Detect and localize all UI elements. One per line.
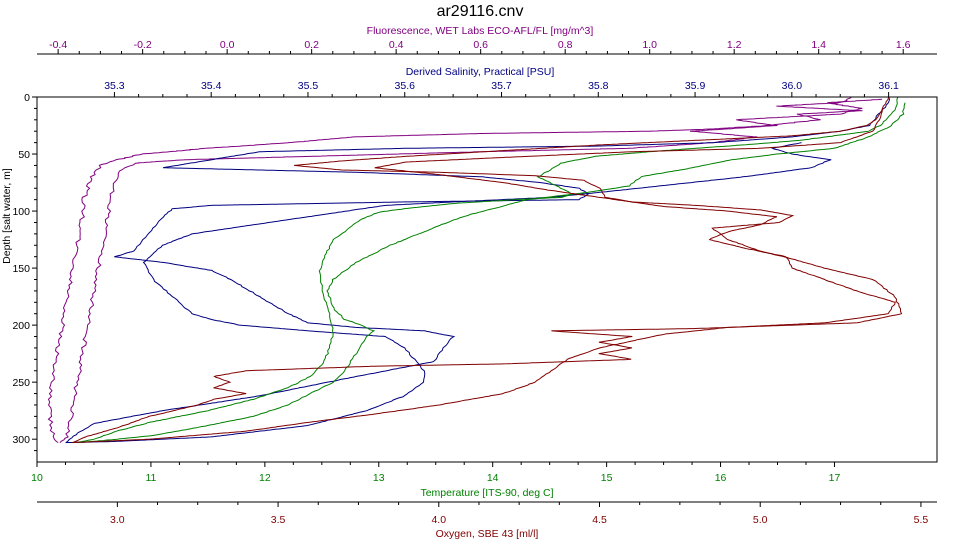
salinity-tick-label: 35.7: [491, 80, 512, 92]
fluorescence-profile-line: [47, 96, 863, 444]
depth-tick-label: 50: [18, 149, 30, 161]
salinity-tick-label: 35.8: [588, 80, 609, 92]
depth-tick-label: 300: [12, 434, 30, 446]
plot-frame: [36, 96, 938, 463]
fluorescence-tick-label: 1.2: [727, 39, 742, 51]
oxygen-tick-label: 5.0: [753, 514, 768, 526]
salinity-profile-line: [65, 96, 891, 443]
fluorescence-axis-label: Fluorescence, WET Labs ECO-AFL/FL [mg/m^…: [367, 25, 594, 37]
depth-axis-label: Depth [salt water, m]: [1, 168, 13, 264]
fluorescence-tick-label: 0.6: [473, 39, 488, 51]
salinity-tick-label: 36.0: [782, 80, 803, 92]
salinity-tick-label: 35.9: [685, 80, 706, 92]
temperature-profile-line: [77, 102, 906, 444]
fluorescence-tick-label: 1.0: [642, 39, 657, 51]
temperature-axis-label: Temperature [ITS-90, deg C]: [420, 487, 553, 499]
depth-tick-label: 250: [12, 377, 30, 389]
oxygen-tick-label: 5.5: [914, 514, 929, 526]
oxygen-profile-line: [73, 108, 896, 444]
temperature-profile-line: [76, 96, 899, 444]
salinity-tick-label: 35.4: [201, 80, 222, 92]
fluorescence-tick-label: 1.6: [896, 39, 911, 51]
temperature-tick-label: 17: [829, 472, 841, 484]
depth-tick-label: 0: [24, 92, 30, 104]
salinity-tick-label: 35.5: [298, 80, 319, 92]
oxygen-axis-label: Oxygen, SBE 43 [ml/l]: [436, 528, 539, 540]
oxygen-tick-label: 4.5: [592, 514, 607, 526]
depth-axis: 0 50 100 150 200 250 300: [12, 92, 37, 452]
temperature-tick-label: 10: [31, 472, 43, 484]
temperature-tick-label: 16: [715, 472, 727, 484]
oxygen-tick-label: 4.0: [431, 514, 446, 526]
salinity-profile-line: [65, 142, 832, 444]
fluorescence-tick-label: 0.0: [220, 39, 235, 51]
temperature-tick-label: 11: [145, 472, 156, 484]
fluorescence-tick-label: 1.4: [811, 39, 826, 51]
salinity-tick-label: 35.6: [395, 80, 416, 92]
depth-tick-label: 150: [12, 263, 30, 275]
depth-tick-label: 200: [12, 320, 30, 332]
fluorescence-tick-label: -0.2: [134, 39, 152, 51]
fluorescence-tick-label: 0.4: [389, 39, 404, 51]
series-layer: [47, 96, 906, 444]
depth-tick-label: 100: [12, 206, 30, 218]
temperature-tick-label: 14: [487, 472, 499, 484]
oxygen-tick-label: 3.5: [271, 514, 286, 526]
oxygen-tick-label: 3.0: [110, 514, 125, 526]
salinity-tick-label: 36.1: [878, 80, 899, 92]
fluorescence-profile-line: [59, 98, 883, 443]
fluorescence-tick-label: -0.4: [49, 39, 67, 51]
temperature-tick-label: 15: [601, 472, 613, 484]
salinity-axis-label: Derived Salinity, Practical [PSU]: [406, 66, 555, 78]
fluorescence-tick-label: 0.2: [304, 39, 319, 51]
salinity-tick-label: 35.3: [104, 80, 125, 92]
temperature-tick-label: 13: [373, 472, 385, 484]
temperature-tick-label: 12: [259, 472, 271, 484]
chart-title: ar29116.cnv: [437, 3, 524, 20]
fluorescence-tick-label: 0.8: [558, 39, 573, 51]
oxygen-profile-line: [72, 96, 903, 444]
